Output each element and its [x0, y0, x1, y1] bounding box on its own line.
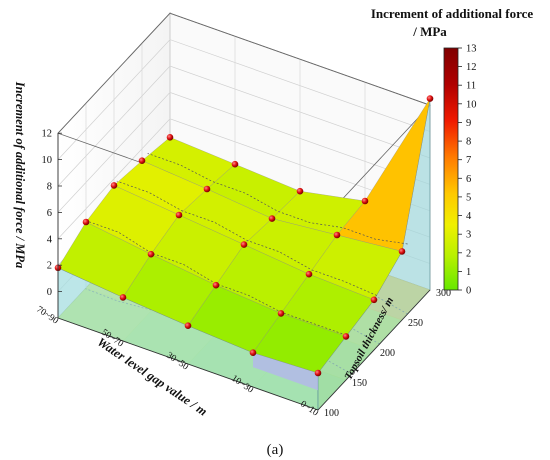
colorbar-tick-label: 3 [466, 230, 471, 241]
z-tick-label: 4 [47, 234, 53, 245]
data-marker [268, 215, 276, 222]
data-marker [296, 187, 304, 195]
y-tick-label: 200 [380, 348, 395, 359]
x-axis-line [57, 317, 319, 411]
colorbar-title-line1: Increment of additional force [371, 6, 534, 21]
data-marker [314, 369, 322, 377]
colorbar-gradient [443, 47, 459, 291]
colorbar-tick-label: 6 [466, 174, 471, 185]
data-marker [119, 294, 127, 301]
y-axis-line [317, 289, 431, 411]
colorbar-tick-label: 12 [466, 62, 477, 73]
z-tick-label: 6 [47, 208, 52, 219]
colorbar-tick-label: 10 [466, 99, 477, 110]
colorbar-tick-label: 2 [466, 248, 471, 259]
data-marker [184, 322, 192, 330]
data-marker [175, 211, 183, 219]
y-axis-ticks: 100 150 200 250 300 [317, 288, 451, 419]
data-marker [277, 310, 285, 317]
figure-caption: (a) [267, 442, 284, 458]
colorbar-tick-label: 4 [466, 211, 472, 222]
colorbar-tick-label: 5 [466, 192, 471, 203]
z-tick-label: 8 [47, 182, 52, 193]
data-marker [82, 218, 90, 226]
under-surface-shade [253, 352, 318, 391]
data-marker [212, 281, 220, 289]
colorbar-tick-label: 8 [466, 137, 471, 148]
colorbar-tick-label: 9 [466, 118, 471, 129]
surface-contour-line [147, 153, 408, 245]
colorbar-tick-label: 7 [466, 155, 471, 166]
data-marker [333, 231, 341, 239]
surface-mesh [57, 98, 431, 374]
data-marker [370, 296, 378, 304]
z-tick-label: 0 [47, 287, 52, 298]
colorbar-tick-label: 11 [466, 81, 476, 92]
data-marker [426, 95, 434, 102]
x-tick-label: 70~90 [34, 305, 60, 327]
y-tick-label: 300 [436, 288, 451, 299]
data-markers [54, 95, 434, 377]
data-marker [147, 250, 155, 258]
y-tick-label: 250 [408, 318, 423, 329]
colorbar-tick-label: 1 [466, 267, 471, 278]
data-marker [240, 241, 248, 248]
z-tick-label: 12 [42, 129, 53, 140]
colorbar-tick-label: 13 [466, 44, 477, 55]
colorbar-tick-label: 0 [466, 286, 471, 297]
y-tick-label: 150 [352, 378, 367, 389]
data-marker [398, 248, 406, 255]
data-marker [110, 182, 118, 189]
y-tick-label: 100 [324, 408, 339, 419]
data-marker [361, 197, 369, 205]
colorbar-title-line2: / MPa [412, 24, 447, 39]
z-tick-label: 10 [42, 155, 53, 166]
data-marker [342, 333, 350, 340]
front-side-walls [57, 98, 431, 411]
data-marker [231, 160, 239, 168]
z-tick-label: 2 [47, 261, 52, 272]
data-marker [305, 270, 313, 278]
surface-contour-line [116, 180, 377, 296]
data-marker [138, 157, 146, 164]
data-marker [203, 185, 211, 193]
z-axis-title: Increment of additional force / MPa [13, 81, 27, 268]
z-axis-ticks: 0 2 4 6 8 10 12 [42, 129, 62, 318]
data-marker [249, 349, 257, 357]
data-marker [166, 134, 174, 141]
